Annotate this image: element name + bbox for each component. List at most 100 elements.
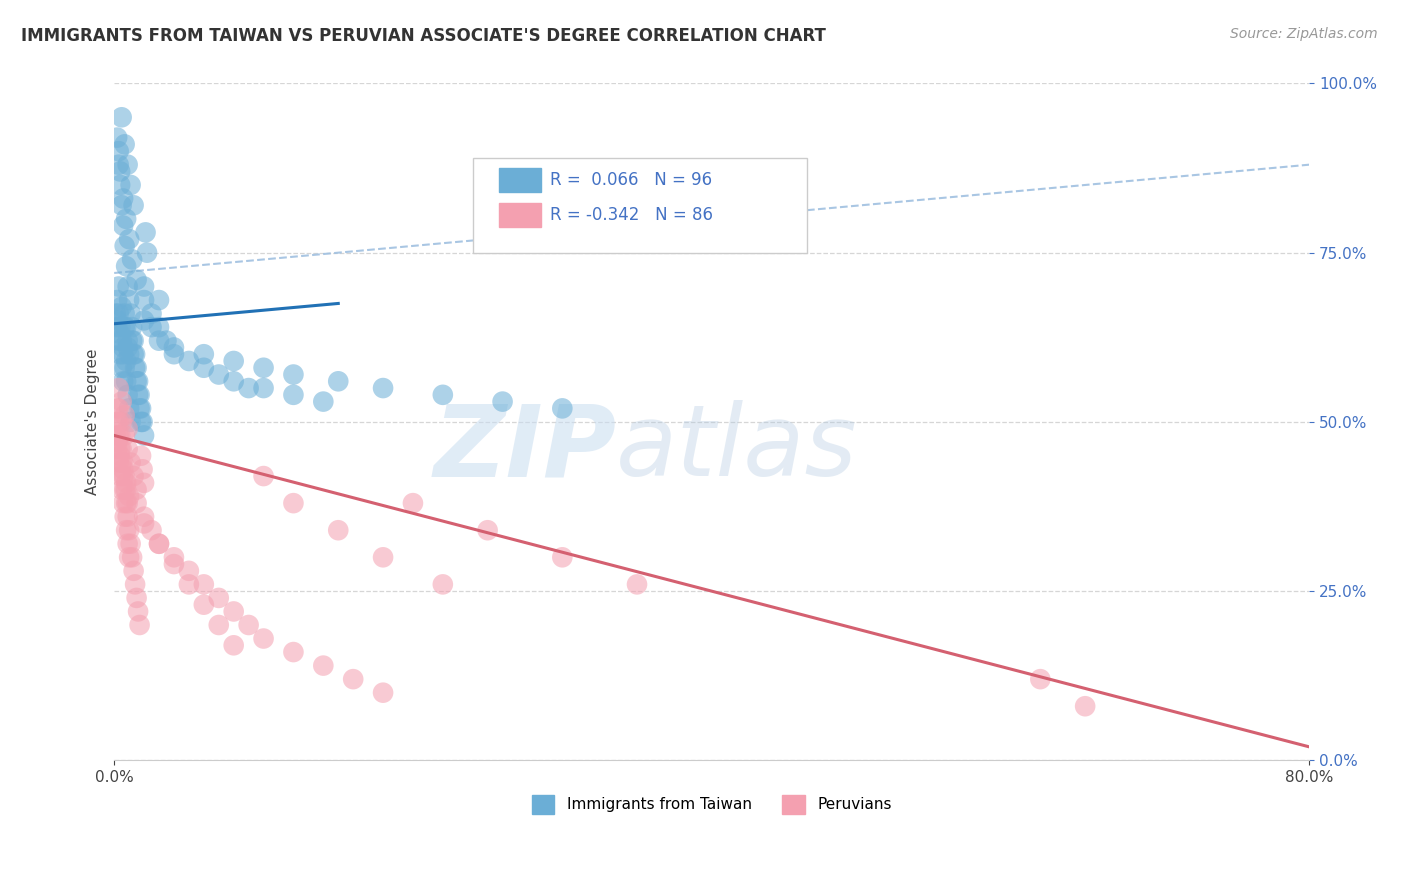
Point — [222, 604, 245, 618]
Point — [120, 537, 142, 551]
Point — [208, 591, 231, 605]
Point — [432, 388, 454, 402]
Point — [131, 415, 153, 429]
Point — [117, 341, 139, 355]
Point — [111, 415, 134, 429]
Text: IMMIGRANTS FROM TAIWAN VS PERUVIAN ASSOCIATE'S DEGREE CORRELATION CHART: IMMIGRANTS FROM TAIWAN VS PERUVIAN ASSOC… — [21, 27, 825, 45]
Point — [402, 496, 425, 510]
Point — [141, 307, 163, 321]
Point — [108, 326, 131, 341]
Point — [111, 110, 134, 124]
Point — [112, 469, 135, 483]
Point — [111, 483, 134, 497]
Point — [283, 645, 305, 659]
Point — [208, 618, 231, 632]
Point — [626, 577, 648, 591]
Point — [148, 334, 170, 348]
Point — [108, 428, 131, 442]
Point — [129, 401, 152, 416]
Point — [118, 523, 141, 537]
Point — [252, 469, 274, 483]
Point — [121, 334, 143, 348]
Point — [107, 279, 129, 293]
Point — [105, 415, 128, 429]
Point — [163, 341, 186, 355]
Point — [328, 523, 350, 537]
Point — [105, 320, 128, 334]
Point — [122, 334, 145, 348]
Point — [120, 178, 142, 192]
Point — [117, 422, 139, 436]
Text: ZIP: ZIP — [433, 401, 616, 498]
Text: atlas: atlas — [616, 401, 858, 498]
Point — [117, 388, 139, 402]
Point — [121, 550, 143, 565]
Point — [111, 334, 134, 348]
Point — [112, 462, 135, 476]
Point — [112, 192, 135, 206]
Point — [122, 469, 145, 483]
Point — [105, 313, 128, 327]
Point — [114, 307, 136, 321]
Point — [108, 449, 131, 463]
Point — [105, 130, 128, 145]
Legend: Immigrants from Taiwan, Peruvians: Immigrants from Taiwan, Peruvians — [531, 795, 891, 814]
Point — [112, 374, 135, 388]
Point — [252, 632, 274, 646]
Point — [125, 496, 148, 510]
Point — [177, 354, 200, 368]
Point — [111, 442, 134, 456]
Point — [114, 408, 136, 422]
Point — [129, 415, 152, 429]
Point — [136, 245, 159, 260]
Point — [432, 577, 454, 591]
Point — [121, 252, 143, 267]
Point — [163, 557, 186, 571]
Point — [117, 442, 139, 456]
Point — [132, 475, 155, 490]
Point — [342, 672, 364, 686]
Point — [118, 293, 141, 307]
Point — [118, 347, 141, 361]
Point — [1074, 699, 1097, 714]
Point — [115, 374, 138, 388]
Point — [114, 137, 136, 152]
Point — [117, 279, 139, 293]
Text: R = -0.342   N = 86: R = -0.342 N = 86 — [550, 206, 713, 224]
Point — [107, 401, 129, 416]
Point — [222, 374, 245, 388]
Point — [108, 442, 131, 456]
Point — [107, 334, 129, 348]
Point — [104, 428, 127, 442]
Point — [118, 232, 141, 246]
Point — [108, 469, 131, 483]
Point — [125, 483, 148, 497]
Point — [193, 360, 215, 375]
Point — [132, 516, 155, 531]
Point — [114, 483, 136, 497]
Point — [128, 401, 150, 416]
Point — [148, 293, 170, 307]
Point — [371, 686, 394, 700]
Point — [312, 394, 335, 409]
Point — [107, 307, 129, 321]
Point — [118, 489, 141, 503]
Point — [125, 360, 148, 375]
Point — [117, 158, 139, 172]
Point — [115, 496, 138, 510]
Point — [131, 462, 153, 476]
Bar — [499, 168, 541, 192]
Point — [371, 550, 394, 565]
Point — [120, 456, 142, 470]
Point — [148, 537, 170, 551]
Point — [107, 428, 129, 442]
Point — [222, 354, 245, 368]
Point — [121, 320, 143, 334]
Point — [132, 509, 155, 524]
Point — [312, 658, 335, 673]
Point — [105, 401, 128, 416]
Point — [114, 509, 136, 524]
Point — [551, 550, 574, 565]
Point — [135, 226, 157, 240]
Point — [148, 320, 170, 334]
